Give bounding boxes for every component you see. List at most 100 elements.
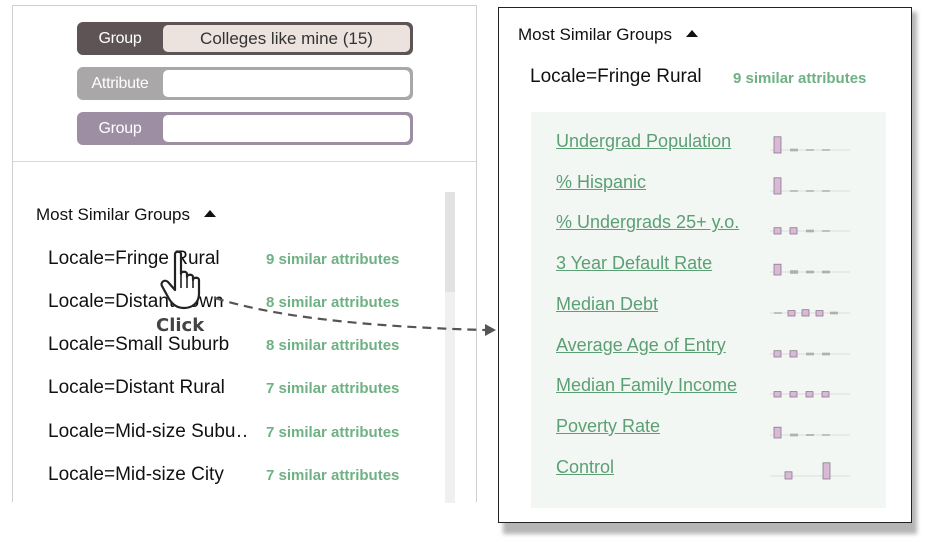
attribute-link[interactable]: % Undergrads 25+ y.o.: [556, 212, 740, 233]
attribute-row[interactable]: % Undergrads 25+ y.o.: [556, 209, 876, 239]
group-filter-value[interactable]: Colleges like mine (15): [163, 25, 410, 52]
attribute-row[interactable]: Control: [556, 454, 876, 484]
distribution-bar: [789, 391, 798, 398]
group-item-label: Locale=Mid-size Subu…: [48, 421, 248, 442]
attribute-row[interactable]: Average Age of Entry: [556, 332, 876, 362]
group-tag: Group: [98, 29, 142, 47]
distribution-bar: [784, 470, 793, 479]
group-explorer-panel: Group Colleges like mine (15) Attribute …: [12, 5, 477, 503]
distribution-bar: [806, 189, 814, 192]
group-item-label: Locale=Mid-size City: [48, 464, 224, 485]
distribution-bar: [806, 230, 814, 233]
distribution-bar: [773, 263, 782, 276]
distribution-bar: [773, 426, 782, 439]
group-item-count: 7 similar attributes: [266, 424, 400, 441]
distribution-bar: [773, 391, 782, 398]
attribute-link[interactable]: Undergrad Population: [556, 131, 732, 151]
distribution-bar: [790, 433, 798, 437]
distribution-bar: [806, 270, 814, 274]
attribute-row[interactable]: Undergrad Population: [556, 128, 876, 158]
distribution-bar: [806, 149, 814, 151]
section-title-text: Most Similar Groups: [36, 205, 190, 224]
collapse-caret-icon[interactable]: [203, 210, 216, 218]
mini-distribution-chart: [770, 461, 850, 479]
section-title[interactable]: Most Similar Groups: [518, 25, 698, 45]
distribution-bar: [773, 349, 782, 357]
attribute-row[interactable]: Median Debt: [556, 291, 876, 321]
attribute-filter-row[interactable]: Attribute: [77, 67, 413, 100]
distribution-bar: [805, 391, 814, 398]
selected-group-label[interactable]: Locale=Fringe Rural: [530, 66, 702, 87]
mini-distribution-chart: [770, 309, 850, 317]
distribution-bar: [822, 434, 830, 436]
mini-distribution-chart: [770, 391, 850, 398]
attribute-link[interactable]: % Hispanic: [556, 171, 647, 192]
distribution-bar: [822, 149, 830, 151]
distribution-bar: [822, 189, 830, 192]
group-item[interactable]: Locale=Distant Rural 7 similar attribute…: [48, 377, 418, 407]
distribution-bar: [822, 230, 830, 233]
divider: [13, 161, 476, 162]
attribute-filter-input[interactable]: [163, 70, 410, 97]
mini-distribution-chart: [770, 349, 850, 357]
group-tag: Group: [98, 119, 142, 137]
distribution-bar: [774, 312, 782, 314]
similar-attributes-list: Undergrad Population % Hispanic % Undergra…: [531, 112, 886, 508]
mini-distribution-chart: [770, 227, 850, 235]
mini-distribution-chart: [770, 263, 850, 276]
distribution-bar: [801, 309, 810, 317]
scrollbar-track[interactable]: [445, 192, 455, 503]
group-item-count: 8 similar attributes: [266, 294, 400, 311]
section-title-text: Most Similar Groups: [518, 25, 672, 44]
second-group-filter-input[interactable]: [163, 115, 410, 142]
distribution-bar: [789, 349, 798, 357]
distribution-bar: [822, 270, 830, 274]
scrollbar-thumb[interactable]: [445, 192, 455, 292]
second-group-filter-row[interactable]: Group: [77, 112, 413, 145]
distribution-bar: [789, 227, 798, 235]
group-filter-row[interactable]: Group Colleges like mine (15): [77, 22, 413, 55]
group-item-count: 7 similar attributes: [266, 467, 400, 484]
group-item[interactable]: Locale=Small Suburb 8 similar attributes: [48, 334, 418, 364]
mini-distribution-chart: [770, 177, 850, 195]
distribution-bar: [773, 177, 782, 195]
distribution-bar: [787, 309, 796, 317]
attribute-link[interactable]: 3 Year Default Rate: [556, 253, 713, 274]
attribute-row[interactable]: Poverty Rate: [556, 413, 876, 443]
distribution-bar: [806, 433, 814, 436]
distribution-bar: [790, 148, 798, 152]
distribution-bar: [821, 391, 830, 398]
attribute-link[interactable]: Median Debt: [556, 293, 659, 314]
mini-distribution-chart: [770, 426, 850, 439]
group-item-count: 9 similar attributes: [266, 251, 400, 268]
attribute-link[interactable]: Median Family Income: [556, 375, 738, 396]
attribute-link[interactable]: Average Age of Entry: [556, 334, 726, 355]
attribute-row[interactable]: % Hispanic: [556, 169, 876, 199]
attribute-row[interactable]: 3 Year Default Rate: [556, 250, 876, 280]
attribute-link[interactable]: Poverty Rate: [556, 415, 661, 436]
attribute-tag: Attribute: [91, 74, 149, 92]
group-item[interactable]: Locale=Mid-size Subu… 7 similar attribut…: [48, 421, 418, 451]
distribution-bar: [806, 352, 814, 355]
attribute-row[interactable]: Median Family Income: [556, 372, 876, 402]
attribute-link[interactable]: Control: [556, 456, 615, 477]
distribution-bar: [830, 311, 838, 315]
distribution-bar: [773, 227, 782, 235]
section-title[interactable]: Most Similar Groups: [36, 205, 216, 225]
distribution-bar: [815, 309, 824, 317]
group-item[interactable]: Locale=Mid-size City 7 similar attribute…: [48, 464, 418, 494]
collapse-caret-icon[interactable]: [685, 30, 698, 38]
distribution-bar: [822, 461, 831, 479]
distribution-bar: [790, 189, 798, 192]
distribution-bar: [822, 352, 830, 355]
group-detail-panel: Most Similar Groups Locale=Fringe Rural …: [498, 7, 912, 523]
distribution-bar: [790, 270, 798, 274]
distribution-bar: [773, 136, 782, 154]
hand-cursor-icon: [160, 250, 201, 310]
group-item-count: 8 similar attributes: [266, 337, 400, 354]
click-annotation-label: Click: [156, 315, 205, 336]
selected-group-count: 9 similar attributes: [733, 70, 867, 87]
group-item-label: Locale=Small Suburb: [48, 334, 230, 355]
mini-distribution-chart: [770, 136, 850, 154]
